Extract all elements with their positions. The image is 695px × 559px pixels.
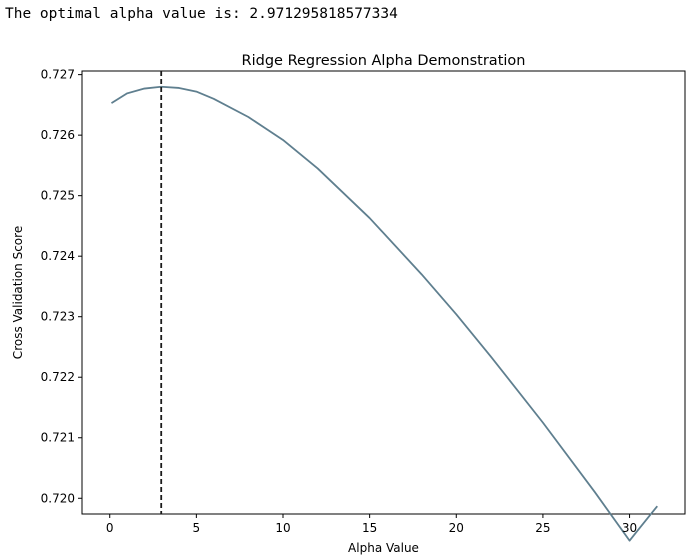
x-tick-label: 20 <box>449 521 464 535</box>
x-tick-label: 5 <box>193 521 201 535</box>
y-axis-label: Cross Validation Score <box>11 226 25 359</box>
x-tick-label: 10 <box>275 521 290 535</box>
y-tick-label: 0.727 <box>41 68 75 82</box>
y-tick-label: 0.723 <box>41 310 75 324</box>
plot-border <box>81 70 686 515</box>
x-ticks: 0 5 10 15 20 25 30 <box>106 514 637 535</box>
x-tick-label: 30 <box>622 521 637 535</box>
y-tick-label: 0.721 <box>41 431 75 445</box>
x-tick-label: 0 <box>106 521 114 535</box>
x-tick-label: 25 <box>535 521 550 535</box>
x-tick-label: 15 <box>362 521 377 535</box>
y-tick-label: 0.726 <box>41 128 75 142</box>
y-tick-label: 0.722 <box>41 370 75 384</box>
output-text: The optimal alpha value is: 2.9712958185… <box>5 6 398 22</box>
y-tick-label: 0.724 <box>41 249 75 263</box>
y-ticks: 0.720 0.721 0.722 0.723 0.724 0.725 0.726 0.727 <box>41 68 82 505</box>
y-tick-label: 0.720 <box>41 491 75 505</box>
axes-frame <box>81 70 686 515</box>
chart-title: Ridge Regression Alpha Demonstration <box>242 53 526 69</box>
series-line <box>110 85 658 542</box>
plot-content <box>110 71 658 542</box>
x-axis-label: Alpha Value <box>348 541 419 555</box>
y-tick-label: 0.725 <box>41 189 75 203</box>
